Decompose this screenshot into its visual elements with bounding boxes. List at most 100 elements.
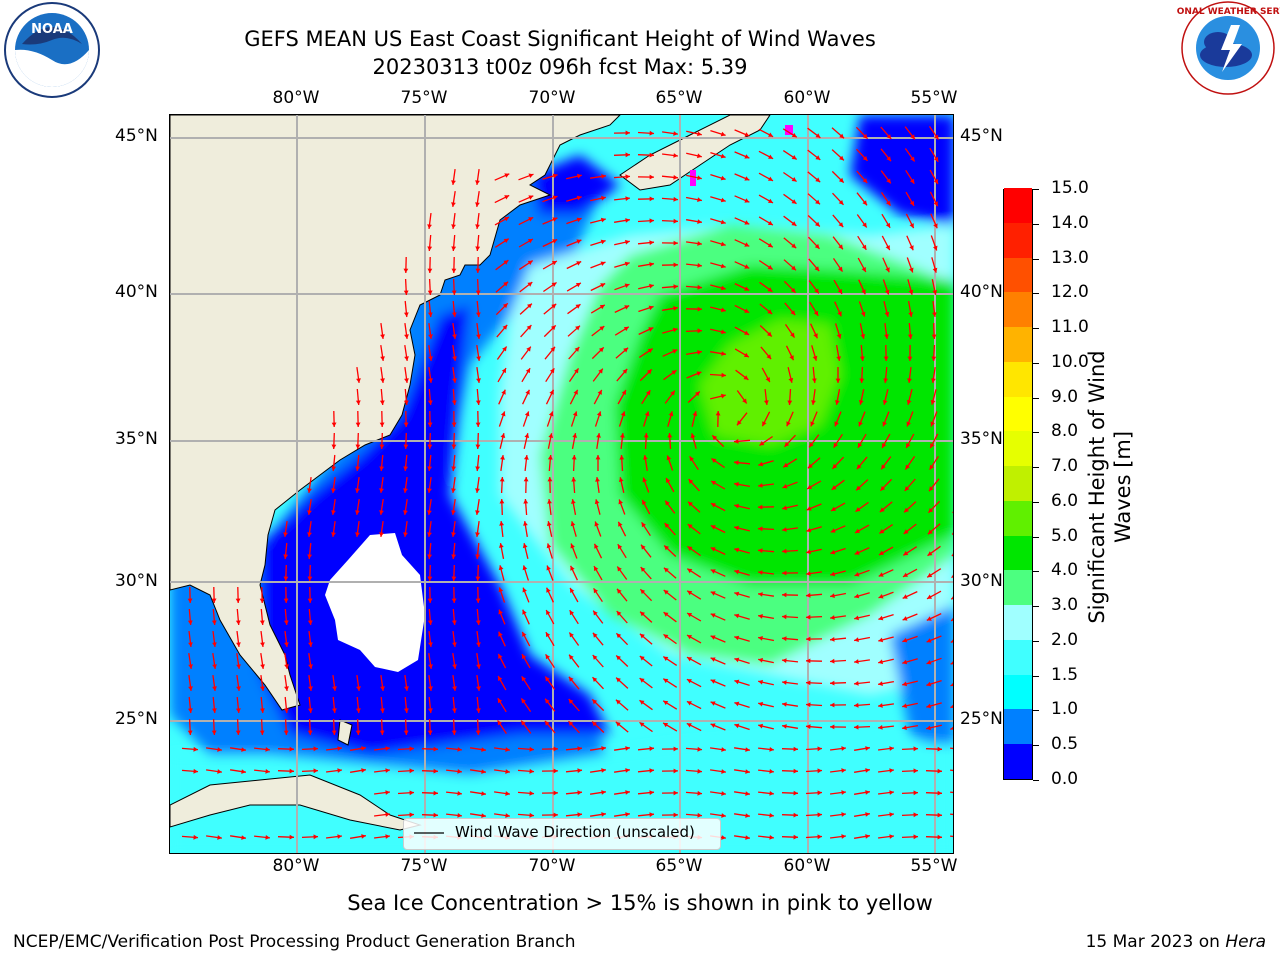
wave-arrow-head [307,510,312,515]
wave-arrow-head [782,505,787,511]
wave-arrow-head [906,399,912,405]
wave-arrow-head [428,334,433,339]
colorbar-tick-label: 1.5 [1051,664,1079,685]
wave-arrow-head [767,265,773,270]
wave-arrow-head [903,529,909,534]
wave-arrow-head [380,708,385,713]
lat-label-right: 45°N [960,126,1003,146]
wave-arrow-head [522,587,527,593]
wave-arrow-head [793,790,798,796]
wave-arrow-head [337,834,342,839]
wave-arrow-head [838,222,844,228]
wave-arrow-head [710,591,716,596]
wave-arrow-head [498,631,503,637]
wave-arrow-head [697,263,702,268]
wave-arrow-head [696,371,702,376]
wave-arrow-head [427,466,432,471]
wave-arrow-head [784,442,790,447]
wave-arrow-head [762,421,767,427]
wave-arrow-head [934,134,939,140]
wave-arrow-head [881,464,886,470]
wave-arrow-head [236,664,241,669]
wave-arrow-head [313,746,318,752]
wave-arrow-head [403,488,408,493]
wave-arrow-head [594,543,599,549]
wave-arrow-head [596,411,602,417]
wave-arrow-head [854,659,859,664]
lon-label-bottom: 75°W [400,856,448,876]
wave-arrow-head [790,287,796,293]
wave-arrow-head [594,566,599,572]
lat-label-right: 30°N [960,571,1003,591]
wave-arrow-head [905,464,910,470]
wave-arrow-head [476,312,481,317]
wave-arrow-head [504,195,510,200]
wave-arrow-head [356,378,361,383]
wave-arrow-head [528,195,534,200]
wave-arrow-head [834,421,839,427]
wave-arrow-head [498,565,504,571]
colorbar-tick-label: 0.0 [1051,769,1079,789]
wave-arrow-head [475,246,481,251]
lon-label-bottom: 65°W [655,856,703,876]
wave-arrow-head [687,635,692,640]
wave-arrow-head [841,768,846,773]
wave-arrow-head [903,550,909,556]
wave-arrow-head [241,769,246,774]
colorbar-tick-mark [1033,745,1039,747]
wave-arrow-head [403,466,408,471]
wave-arrow-head [379,466,384,471]
wave-arrow-head [856,464,862,470]
wave-arrow-head [672,349,678,354]
colorbar-segment [1004,465,1032,501]
wave-arrow-head [546,587,551,593]
wave-arrow-head [524,455,529,460]
wave-arrow-head [952,511,953,513]
wave-arrow-head [865,768,870,773]
wave-arrow-head [926,660,932,665]
wave-arrow-head [710,525,716,530]
wave-arrow-head [767,287,773,292]
wave-arrow-head [720,175,726,181]
wave-arrow-head [649,152,654,158]
wave-arrow-head [451,246,457,251]
wave-arrow-head [403,422,409,427]
wave-arrow-head [380,334,385,339]
wave-arrow-head [931,378,936,383]
wave-arrow-head [545,698,550,704]
wave-arrow-head [332,708,337,713]
wave-arrow-head [644,411,650,417]
wave-arrow-head [839,133,844,139]
colorbar-tick-mark [1033,536,1039,538]
wave-arrow-head [932,267,938,273]
wave-arrow-head [403,400,409,405]
wave-arrow-head [403,444,409,449]
wave-arrow-shaft [950,835,953,838]
wave-arrow-head [475,620,481,625]
wave-arrow-head [831,506,836,511]
wave-arrow-head [571,477,577,482]
wave-arrow-head [403,730,409,735]
wave-arrow-head [830,549,836,555]
wave-arrow-head [476,334,481,339]
wave-arrow-head [830,593,835,598]
wave-arrow-head [504,173,510,178]
wave-arrow-head [500,433,506,438]
wave-arrow-head [265,769,270,774]
wave-arrow-head [403,290,409,295]
wave-arrow-head [476,378,481,383]
wave-arrow-head [498,587,504,593]
wave-arrow-head [600,239,606,245]
wave-arrow-head [553,812,558,818]
wave-arrow-head [525,389,530,395]
wave-arrow-head [673,175,678,180]
wave-arrow-head [721,791,726,796]
wave-arrow-head [193,768,198,774]
wave-arrow-head [782,527,787,532]
wave-arrow-head [889,746,894,751]
wave-arrow-head [789,355,794,361]
wave-arrow-head [433,746,438,752]
wave-arrow-head [308,708,313,713]
wave-arrow-head [481,747,486,752]
wave-arrow-head [646,369,652,375]
